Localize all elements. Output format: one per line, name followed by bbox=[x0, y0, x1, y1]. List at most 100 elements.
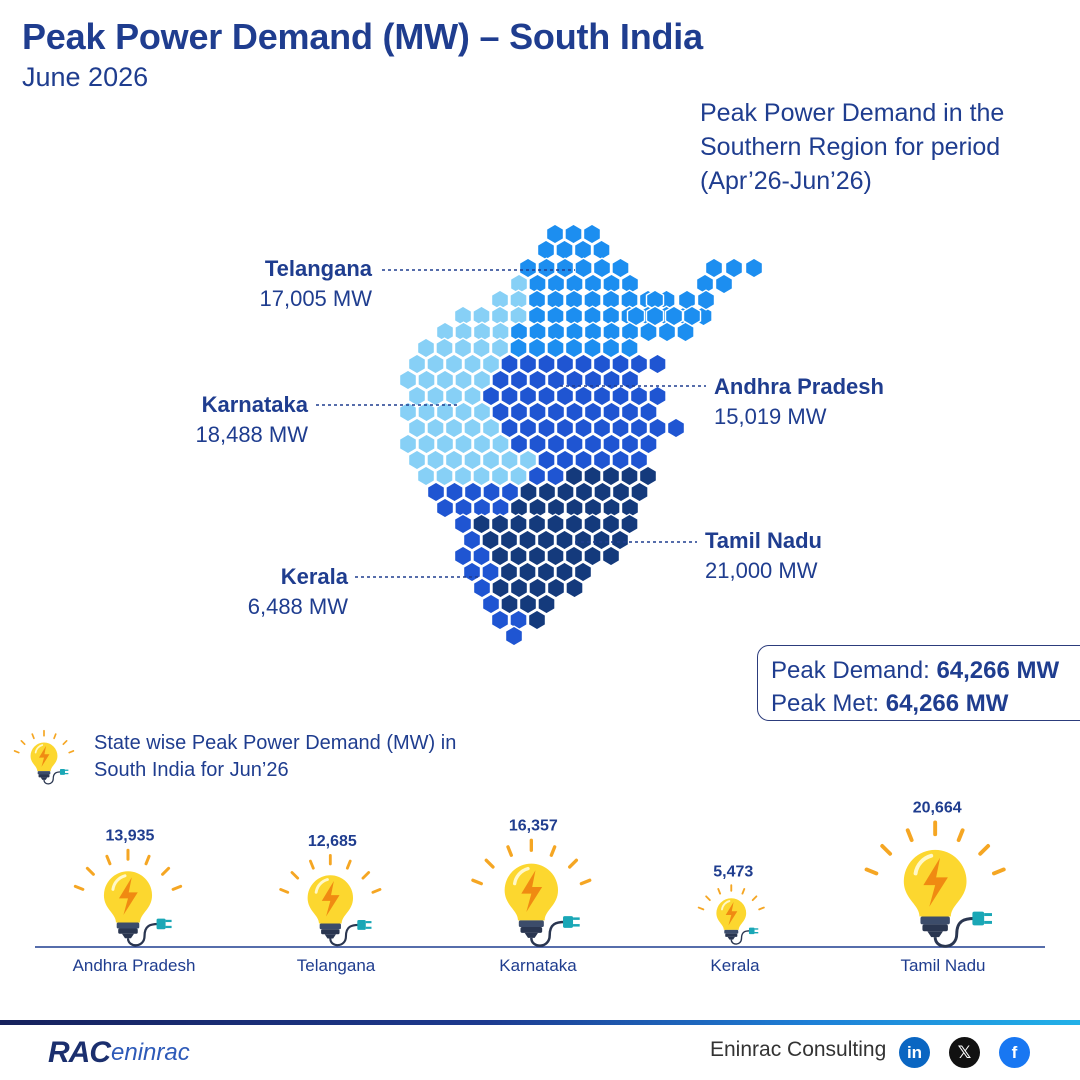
x-icon[interactable]: 𝕏 bbox=[949, 1037, 980, 1068]
hex-cell bbox=[472, 577, 492, 599]
peak-met-row: Peak Met: 64,266 MW bbox=[771, 687, 1080, 720]
linkedin-icon[interactable]: in bbox=[899, 1037, 930, 1068]
peak-met-value: 64,266 MW bbox=[885, 690, 1009, 717]
peak-met-label: Peak Met: bbox=[771, 690, 880, 717]
hex-cell bbox=[444, 353, 464, 375]
hex-cell bbox=[453, 513, 473, 535]
hex-cell bbox=[724, 257, 744, 279]
facebook-icon[interactable]: f bbox=[999, 1037, 1030, 1068]
hex-cell bbox=[500, 385, 519, 407]
hex-cell bbox=[435, 497, 455, 519]
state-value: 18,488 MW bbox=[195, 422, 309, 447]
page-subtitle: June 2026 bbox=[22, 62, 149, 92]
hex-cell bbox=[435, 401, 455, 423]
state-value: 6,488 MW bbox=[247, 594, 348, 619]
hex-cell bbox=[472, 401, 492, 423]
hex-cell bbox=[629, 385, 649, 407]
hex-cell bbox=[454, 369, 473, 391]
hex-cell bbox=[583, 401, 603, 423]
hex-cell bbox=[453, 545, 473, 567]
hex-cell bbox=[555, 529, 574, 551]
hex-cell bbox=[481, 561, 500, 583]
hex-cell bbox=[630, 481, 649, 503]
hex-cell bbox=[435, 369, 455, 391]
hex-cell bbox=[592, 449, 612, 471]
hex-cell bbox=[481, 417, 501, 439]
hex-cell bbox=[482, 481, 501, 503]
state-name: Andhra Pradesh bbox=[714, 374, 884, 399]
hex-cell bbox=[682, 305, 702, 327]
bulb-mark bbox=[864, 820, 1006, 948]
hex-cell bbox=[500, 593, 519, 615]
footer-divider bbox=[0, 1020, 1080, 1025]
hex-cell bbox=[463, 449, 482, 471]
hex-cell bbox=[601, 337, 621, 359]
hex-cell bbox=[490, 337, 510, 359]
hex-cell bbox=[583, 433, 603, 455]
hex-cell bbox=[537, 417, 556, 439]
hex-cell bbox=[592, 529, 611, 551]
hex-cell bbox=[629, 449, 649, 471]
hex-cell bbox=[629, 417, 649, 439]
hex-cell bbox=[417, 401, 436, 423]
hex-cell bbox=[639, 433, 658, 455]
hex-cell bbox=[444, 449, 464, 471]
hex-cell bbox=[426, 417, 445, 439]
hex-cell bbox=[602, 401, 621, 423]
hex-cell bbox=[500, 417, 519, 439]
hex-cell bbox=[555, 385, 575, 407]
hex-cell bbox=[500, 481, 520, 503]
hex-cell bbox=[639, 401, 658, 423]
hex-cell bbox=[592, 385, 612, 407]
hex-cell bbox=[527, 609, 547, 631]
hex-cell bbox=[676, 321, 695, 343]
peak-demand-label: Peak Demand: bbox=[771, 657, 930, 684]
hex-cell bbox=[638, 465, 658, 487]
state-name: Telangana bbox=[264, 256, 372, 281]
category-label: Karnataka bbox=[499, 956, 577, 975]
hex-cell bbox=[555, 449, 575, 471]
hex-cell bbox=[545, 223, 565, 245]
hex-cell bbox=[463, 417, 482, 439]
logo-eninrac: eninrac bbox=[111, 1039, 190, 1066]
hex-cell bbox=[472, 433, 492, 455]
hex-cell bbox=[518, 257, 538, 279]
hex-cell bbox=[491, 369, 510, 391]
company-name: Eninrac Consulting bbox=[710, 1038, 887, 1061]
hex-cell bbox=[704, 257, 724, 279]
hex-cell bbox=[611, 257, 630, 279]
hex-cell bbox=[574, 353, 593, 375]
bulb-mark bbox=[471, 838, 592, 947]
hex-cell bbox=[416, 337, 436, 359]
hex-cell bbox=[565, 369, 584, 391]
hex-cell bbox=[546, 545, 565, 567]
hex-cell bbox=[564, 223, 583, 245]
hex-cell bbox=[528, 401, 547, 423]
hex-cell bbox=[546, 433, 566, 455]
hex-cell bbox=[536, 561, 556, 583]
hex-cell bbox=[565, 433, 584, 455]
logo-rac: RAC bbox=[48, 1036, 111, 1069]
hex-cell bbox=[472, 369, 492, 391]
value-label: 13,935 bbox=[106, 828, 155, 845]
bulb-chart: 13,935 Andhra Pradesh 12,685 Telangana 16,35… bbox=[13, 729, 1045, 975]
hex-cell bbox=[509, 369, 529, 391]
hex-cell bbox=[574, 257, 593, 279]
hex-cell bbox=[601, 465, 621, 487]
hex-cell bbox=[509, 577, 529, 599]
hex-cell bbox=[564, 465, 584, 487]
hex-cell bbox=[519, 481, 538, 503]
hex-cell bbox=[657, 321, 677, 343]
hex-cell bbox=[454, 433, 473, 455]
hex-cell bbox=[537, 385, 556, 407]
hex-cell bbox=[463, 385, 482, 407]
hex-cell bbox=[518, 385, 538, 407]
state-label-karnataka: Karnataka 18,488 MW bbox=[126, 390, 309, 450]
hex-cell bbox=[546, 401, 566, 423]
state-value: 21,000 MW bbox=[705, 558, 818, 583]
hex-cell bbox=[407, 417, 427, 439]
hex-cell bbox=[426, 385, 445, 407]
hex-cell bbox=[417, 433, 436, 455]
hex-cell bbox=[463, 353, 482, 375]
hex-cell bbox=[714, 273, 734, 295]
